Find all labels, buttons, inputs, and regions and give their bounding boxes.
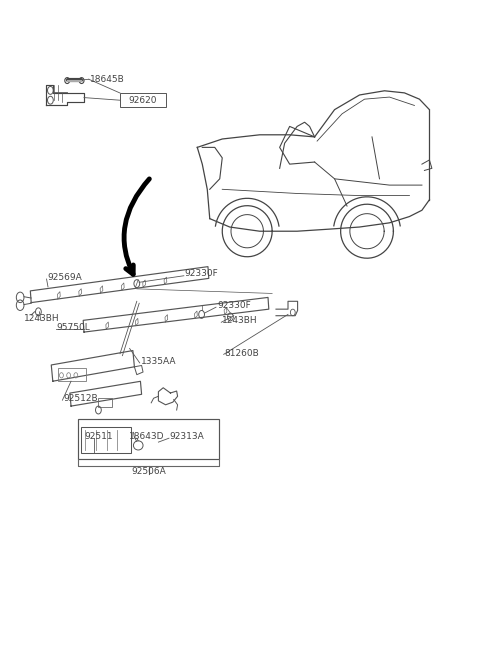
Text: 95750L: 95750L (57, 323, 90, 332)
Bar (98, 398, 112, 407)
Text: 92330F: 92330F (185, 269, 218, 278)
Bar (78, 419, 219, 458)
Text: 92313A: 92313A (169, 432, 204, 441)
Bar (58, 368, 86, 381)
Text: 1243BH: 1243BH (222, 316, 258, 326)
Text: 92506A: 92506A (131, 467, 166, 476)
Text: 1243BH: 1243BH (24, 314, 60, 324)
Text: 92569A: 92569A (47, 273, 82, 282)
Text: 1335AA: 1335AA (141, 357, 176, 366)
Text: 92330F: 92330F (217, 301, 251, 310)
Text: 81260B: 81260B (225, 348, 259, 358)
Text: 92512B: 92512B (63, 394, 98, 403)
Bar (120, 93, 166, 107)
Text: 18643D: 18643D (129, 432, 164, 441)
Text: 18645B: 18645B (90, 75, 125, 84)
Bar (81, 427, 131, 453)
Text: 92511: 92511 (84, 432, 113, 441)
Text: 92620: 92620 (129, 96, 157, 105)
